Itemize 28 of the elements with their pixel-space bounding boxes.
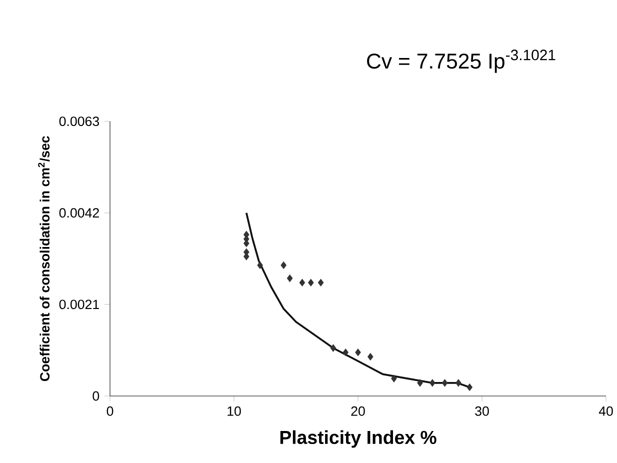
point [299, 278, 306, 286]
point [430, 379, 436, 387]
x-tick-label: 10 [228, 406, 241, 416]
point [391, 374, 397, 382]
point [442, 379, 448, 387]
point [466, 384, 472, 392]
point [330, 344, 336, 352]
x-tick-label: 40 [598, 406, 613, 416]
x-tick-label: 0 [106, 406, 114, 416]
point [280, 261, 286, 269]
y-axis-title: Coefficient of consolidation in cm$^{2}$/sec [38, 136, 50, 382]
x-tick-label: 30 [475, 406, 489, 416]
x-tick-label: 20 [351, 406, 365, 416]
x-axis-title: Plasticity Index % [280, 430, 436, 448]
y-tick-label: 0.0042 [59, 208, 99, 218]
y-tick-label: 0 [92, 391, 100, 401]
y-tick-label: 0.0063 [59, 116, 100, 126]
point [286, 274, 293, 282]
point [456, 379, 462, 387]
point [355, 348, 361, 356]
point [308, 278, 314, 286]
point [417, 379, 423, 387]
chart-title: Cv = 7.7525 Ip$^{-3.1021}$ [367, 50, 556, 73]
point [342, 348, 348, 356]
y-tick-label: 0.0021 [59, 300, 99, 310]
point [368, 353, 374, 360]
point [257, 261, 263, 269]
point [318, 278, 324, 286]
